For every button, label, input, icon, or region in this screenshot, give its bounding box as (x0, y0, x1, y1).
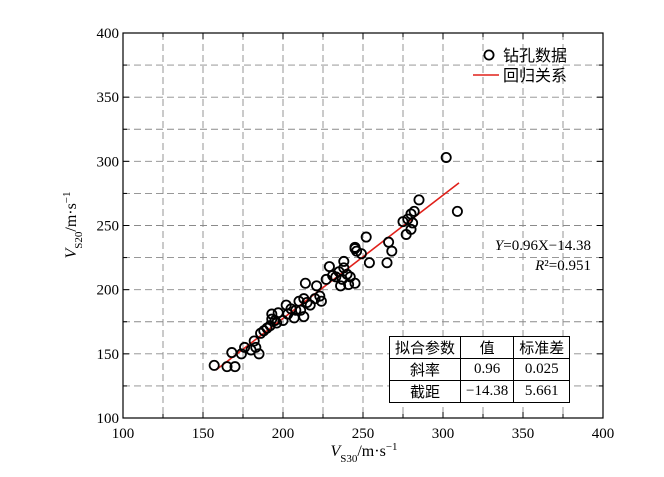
data-point (261, 322, 273, 334)
legend-label-regression: 回归关系 (503, 66, 567, 85)
table-cell: 0.96 (460, 358, 515, 381)
axis-ticks (122, 32, 604, 419)
data-point (335, 280, 347, 292)
data-point (338, 255, 350, 267)
data-point (271, 317, 283, 329)
data-point (311, 280, 323, 292)
table-cell: 斜率 (388, 358, 462, 381)
data-points (208, 151, 463, 373)
table-cell: −14.38 (460, 380, 515, 403)
table-row: 斜率 0.96 0.025 (388, 358, 571, 381)
data-point (229, 361, 241, 373)
y-tick-label: 300 (97, 154, 120, 170)
table-cell: 5.661 (513, 380, 571, 403)
data-point (323, 261, 335, 273)
x-tick-label: 300 (432, 426, 455, 442)
data-point (341, 268, 353, 280)
data-point (343, 279, 355, 291)
table-row: 截距 −14.38 5.661 (388, 380, 571, 403)
data-point (299, 277, 311, 289)
x-tick-label: 350 (512, 426, 535, 442)
data-point (381, 257, 393, 269)
x-tick-label: 100 (112, 426, 135, 442)
table-cell: 截距 (388, 380, 462, 403)
data-point (235, 348, 247, 360)
data-point (315, 295, 327, 307)
data-point (208, 359, 220, 371)
legend-label-borehole: 钻孔数据 (503, 46, 567, 65)
data-point (355, 248, 367, 260)
data-point (408, 205, 420, 217)
data-point (407, 217, 419, 229)
y-axis-title: VS20/m·s−1 (61, 191, 85, 258)
data-point (349, 277, 361, 289)
data-point (226, 347, 238, 359)
y-tick-label: 400 (97, 26, 120, 42)
x-tick-label: 200 (272, 426, 295, 442)
fit-parameter-table: 拟合参数 值 标准差 斜率 0.96 0.025 截距 −14.38 5.661 (388, 336, 571, 403)
x-tick-labels: 100 150 200 250 300 350 400 (112, 426, 615, 442)
table-header-row: 拟合参数 值 标准差 (388, 336, 571, 359)
data-point (266, 308, 278, 320)
x-tick-label: 250 (352, 426, 375, 442)
data-point (338, 262, 350, 274)
data-point (314, 290, 326, 302)
data-point (250, 341, 262, 353)
data-point (405, 223, 417, 235)
legend: 钻孔数据 回归关系 (473, 46, 567, 85)
y-tick-label: 150 (97, 347, 120, 363)
data-point (451, 205, 463, 217)
data-point (248, 335, 260, 347)
r-squared: R²=0.951 (534, 258, 591, 274)
x-tick-label: 400 (592, 426, 615, 442)
data-point (363, 257, 375, 269)
y-tick-label: 200 (97, 283, 120, 299)
data-point (239, 341, 251, 353)
data-point (383, 236, 395, 248)
data-point (295, 304, 307, 316)
x-tick-label: 150 (192, 426, 215, 442)
y-tick-labels: 100 150 200 250 300 350 400 (97, 26, 120, 427)
data-point (413, 194, 425, 206)
y-tick-label: 250 (97, 219, 120, 235)
x-axis-title: VS30/m·s−1 (330, 441, 397, 465)
data-point (360, 231, 372, 243)
table-header: 标准差 (513, 336, 571, 359)
legend-marker-borehole (483, 49, 495, 61)
regression-equation: Y=0.96X−14.38 (495, 238, 591, 254)
data-point (221, 361, 233, 373)
data-point (440, 151, 452, 163)
table-header: 值 (460, 336, 515, 359)
y-tick-label: 350 (97, 90, 120, 106)
table-cell: 0.025 (513, 358, 571, 381)
table-header: 拟合参数 (388, 336, 462, 359)
data-point (253, 348, 265, 360)
y-tick-label: 100 (97, 411, 120, 427)
data-point (298, 311, 310, 323)
data-point (386, 245, 398, 257)
